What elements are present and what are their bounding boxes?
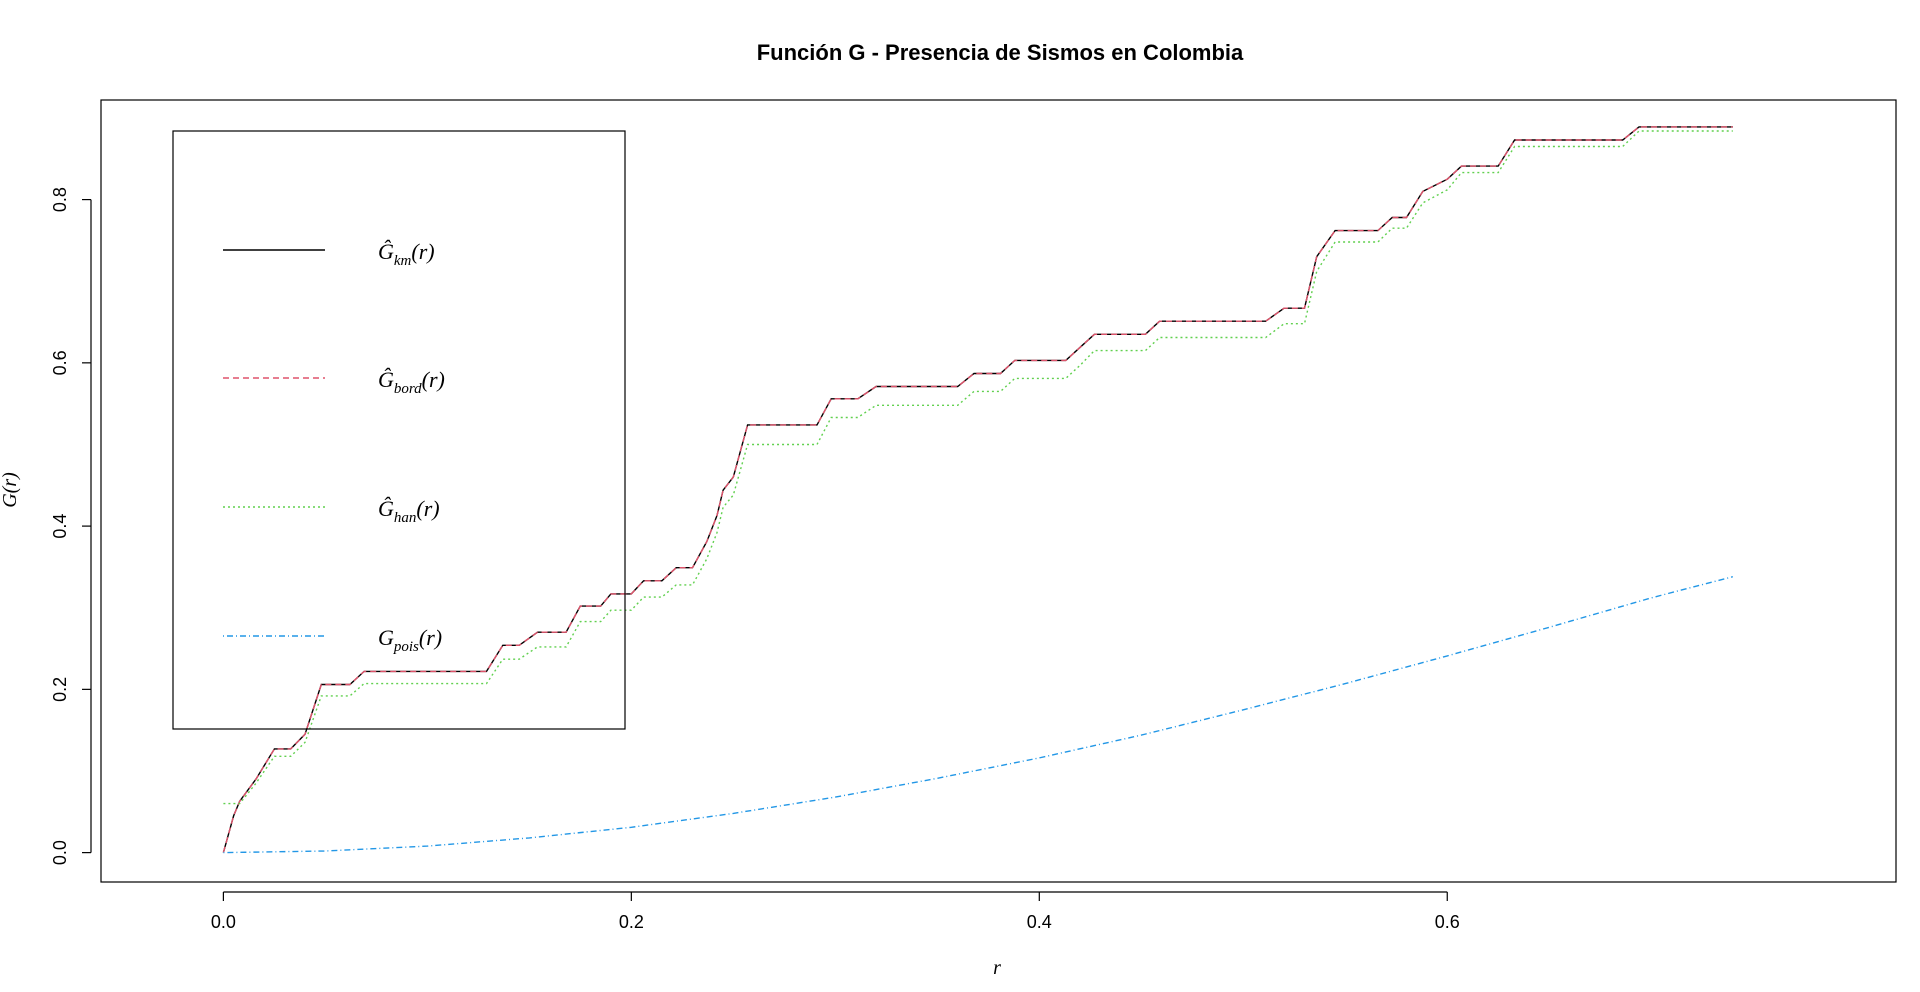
legend-label-bord: Ĝbord(r) [378,367,445,397]
x-axis: 0.0 0.2 0.4 0.6 [211,891,1460,932]
chart-title: Función G - Presencia de Sismos en Colom… [757,40,1244,65]
legend-label-pois: Gpois(r) [378,625,442,655]
x-tick-label: 0.6 [1435,912,1460,932]
legend: Ĝkm(r) Ĝbord(r) Ĝhan(r) Gpois(r) [172,130,626,730]
plot-frame [100,99,1897,883]
y-tick-label: 0.2 [50,677,70,702]
series-line-han [223,130,1733,805]
x-tick-label: 0.0 [211,912,236,932]
x-tick-label: 0.4 [1027,912,1052,932]
y-tick-label: 0.6 [50,350,70,375]
series-line-pois [223,576,1733,854]
x-axis-label: r [993,957,1001,979]
x-tick-label: 0.2 [619,912,644,932]
y-tick-label: 0.4 [50,514,70,539]
y-axis: 0.0 0.2 0.4 0.6 0.8 [50,187,92,865]
series-line-km [222,126,1733,853]
series-layer [222,126,1733,854]
y-tick-label: 0.0 [50,840,70,865]
legend-box [172,130,626,730]
series-line-bord [222,126,1733,853]
legend-label-han: Ĝhan(r) [378,496,440,526]
legend-label-km: Ĝkm(r) [378,239,435,269]
y-axis-label: G(r) [0,472,21,508]
y-tick-label: 0.8 [50,187,70,212]
